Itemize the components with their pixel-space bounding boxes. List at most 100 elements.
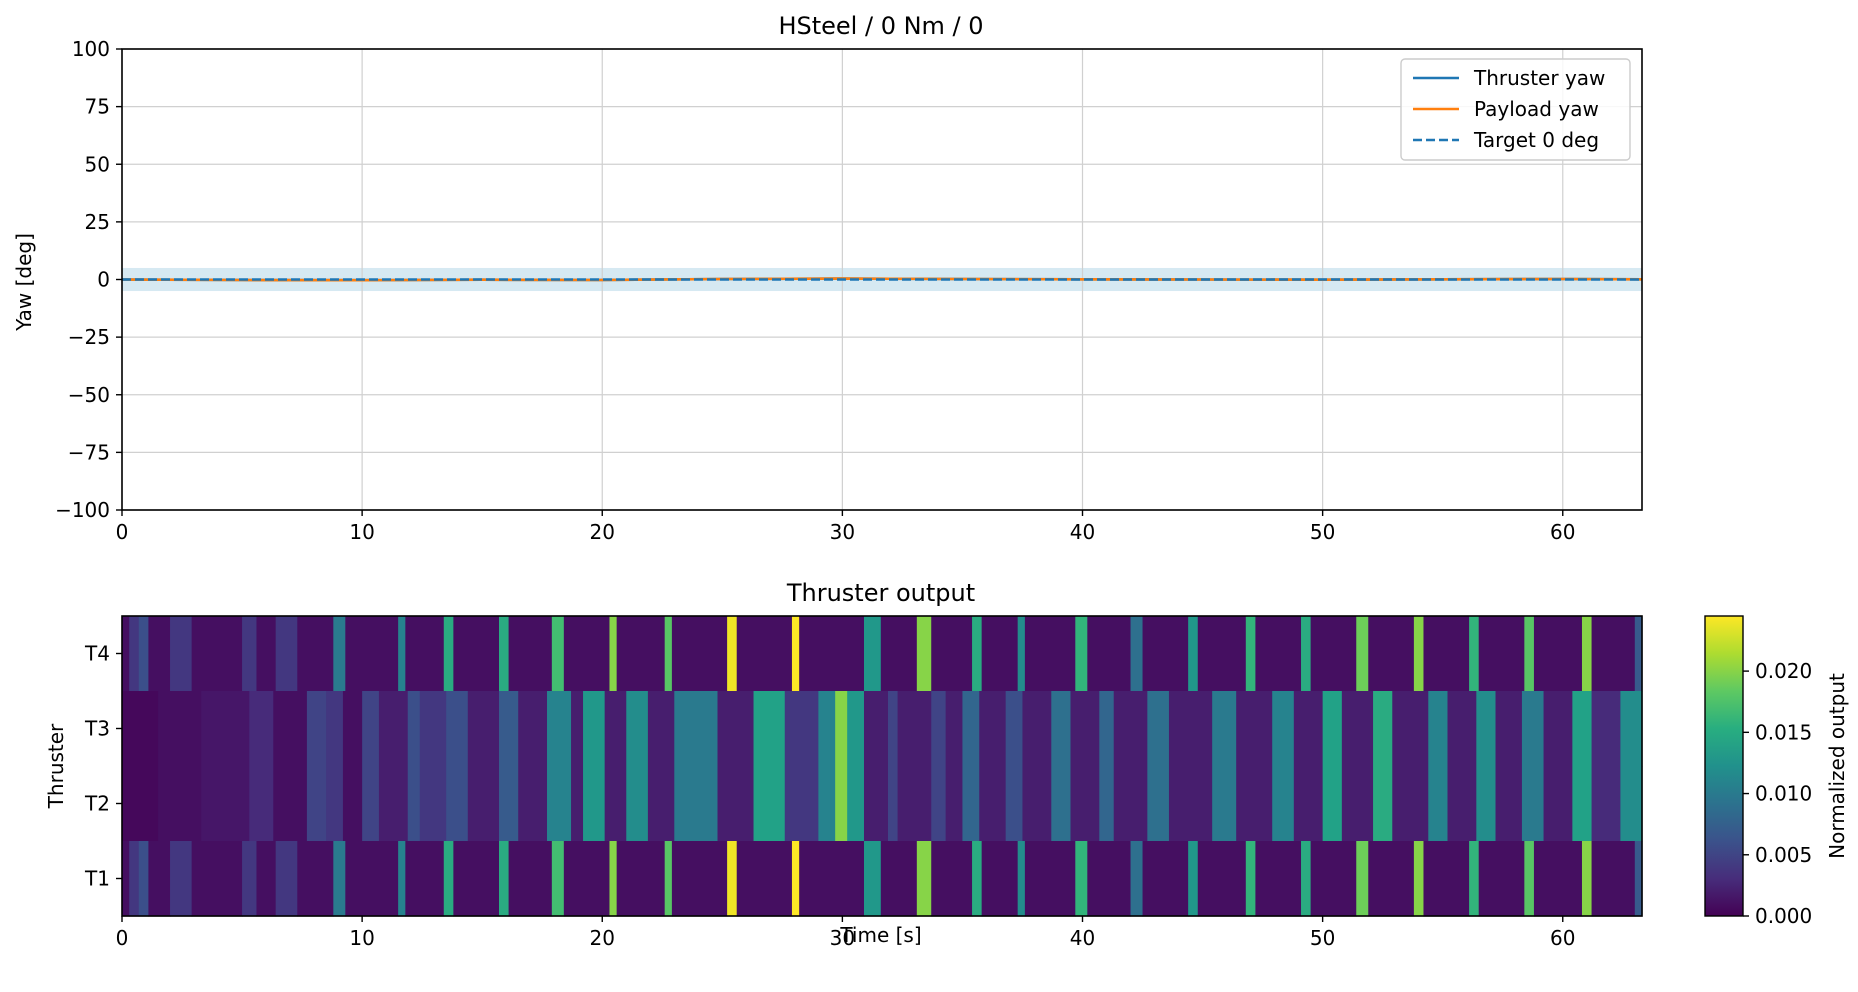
heatmap-cell-t1 — [170, 841, 193, 917]
colorbar: 0.000 0.005 0.010 0.015 0.020 Normalized out… — [1704, 615, 1849, 928]
heatmap-cell-t1 — [1356, 841, 1369, 917]
heatmap-cell-t2 — [1572, 766, 1593, 842]
heatmap-cell-t4 — [191, 616, 243, 692]
heatmap-cell-t4 — [616, 616, 666, 692]
heatmap-cell-t3 — [1572, 691, 1593, 767]
heatmap-cell-t2 — [571, 766, 584, 842]
heatmap-y-ticks: T4 T3 T2 T1 — [84, 642, 122, 891]
heatmap-cell-t2 — [446, 766, 469, 842]
heatmap-cell-t1 — [275, 841, 298, 917]
heatmap-cell-t1 — [191, 841, 243, 917]
heatmap-cell-t1 — [551, 841, 565, 917]
heatmap-cell-t3 — [835, 691, 848, 767]
heatmap-cell-t2 — [1147, 766, 1170, 842]
heatmap-cell-t3 — [306, 691, 327, 767]
heatmap-cell-t3 — [1051, 691, 1072, 767]
heatmap-cell-t2 — [1070, 766, 1100, 842]
heatmap-cell-t4 — [1087, 616, 1132, 692]
heatmap-cell-t2 — [122, 766, 159, 842]
heatmap-cell-t4 — [1245, 616, 1256, 692]
heatmap-cell-t1 — [333, 841, 346, 917]
heatmap-cell-t1 — [1423, 841, 1470, 917]
colorbar-tick-label: 0.020 — [1755, 659, 1812, 683]
heatmap-cell-t2 — [818, 766, 836, 842]
heatmap-cell-t1 — [345, 841, 399, 917]
heatmap-cell-t2 — [931, 766, 947, 842]
heatmap-cell-t1 — [405, 841, 445, 917]
heatmap-cell-t2 — [1428, 766, 1449, 842]
heatmap-cell-t1 — [1188, 841, 1199, 917]
heatmap-cell-t3 — [1476, 691, 1497, 767]
heatmap-cell-t3 — [626, 691, 649, 767]
heatmap-cell-t3 — [1022, 691, 1052, 767]
heatmap-cell-t4 — [916, 616, 932, 692]
colorbar-tick-label: 0.000 — [1755, 904, 1812, 928]
heatmap-cell-t3 — [446, 691, 469, 767]
heatmap-cell-t1 — [453, 841, 500, 917]
heatmap-cell-t2 — [273, 766, 308, 842]
y-tick-label: 0 — [97, 268, 110, 292]
heatmap-cell-t3 — [962, 691, 980, 767]
heatmap-cell-t1 — [981, 841, 1019, 917]
heatmap-cell-t1 — [1524, 841, 1535, 917]
heatmap-cell-t2 — [1051, 766, 1072, 842]
heatmap-cell-t2 — [1022, 766, 1052, 842]
heatmap-cell-t3 — [1392, 691, 1429, 767]
heatmap-cell-t2 — [962, 766, 980, 842]
heatmap-cell-t1 — [616, 841, 666, 917]
heatmap-cell-t4 — [931, 616, 973, 692]
heatmap-cell-t2 — [863, 766, 889, 842]
heatmap-cell-t2 — [407, 766, 421, 842]
heatmap-cell-t4 — [275, 616, 298, 692]
legend-label-thruster-yaw: Thruster yaw — [1473, 66, 1605, 90]
heatmap-cell-t4 — [297, 616, 334, 692]
heatmap-cell-t2 — [326, 766, 344, 842]
heatmap-cell-t2 — [1113, 766, 1148, 842]
x-tick-label: 40 — [1070, 520, 1095, 544]
heatmap-cell-t3 — [419, 691, 447, 767]
heatmap-cell-t1 — [1087, 841, 1132, 917]
heatmap-cell-t2 — [626, 766, 649, 842]
heatmap-cell-t3 — [518, 691, 548, 767]
thruster-heatmap: Thruster output Thruster Time [s] 0 10 20 3… — [44, 579, 1849, 950]
heatmap-cell-t3 — [604, 691, 627, 767]
heatmap-cell-t2 — [467, 766, 500, 842]
heatmap-cell-t4 — [1301, 616, 1312, 692]
heatmap-cell-t1 — [1591, 841, 1636, 917]
heatmap-cell-t1 — [1310, 841, 1357, 917]
heatmap-cell-t1 — [1469, 841, 1480, 917]
heatmap-cell-t4 — [1524, 616, 1535, 692]
heatmap-cell-t3 — [1447, 691, 1477, 767]
heatmap-cell-t2 — [1476, 766, 1497, 842]
heatmap-cells — [122, 616, 1643, 917]
heatmap-cell-t3 — [407, 691, 421, 767]
heatmap-cell-t1 — [1413, 841, 1425, 917]
x-tick-label: 10 — [349, 520, 374, 544]
heatmap-cell-t3 — [1495, 691, 1523, 767]
heatmap-cell-t2 — [158, 766, 202, 842]
heatmap-cell-t3 — [753, 691, 786, 767]
heatmap-cell-t2 — [1236, 766, 1273, 842]
heatmap-cell-t3 — [863, 691, 889, 767]
heatmap-cell-t3 — [201, 691, 250, 767]
heatmap-cell-t1 — [148, 841, 171, 917]
x-tick-label: 0 — [116, 520, 129, 544]
heatmap-cell-t2 — [1620, 766, 1643, 842]
heatmap-cell-t4 — [138, 616, 150, 692]
heatmap-cell-t1 — [727, 841, 738, 917]
x-tick-label: 60 — [1550, 520, 1575, 544]
heatmap-cell-t3 — [1373, 691, 1393, 767]
heatmap-cell-t3 — [674, 691, 719, 767]
heatmap-cell-t1 — [916, 841, 932, 917]
colorbar-tick-label: 0.005 — [1755, 843, 1812, 867]
heatmap-cell-t3 — [249, 691, 274, 767]
legend-label-payload-yaw: Payload yaw — [1474, 97, 1599, 121]
yaw-series-layer — [121, 277, 1643, 282]
x-tick-label: 20 — [590, 520, 615, 544]
heatmap-cell-t3 — [888, 691, 899, 767]
heatmap-cell-t2 — [753, 766, 786, 842]
heatmap-cell-t2 — [717, 766, 755, 842]
heatmap-cell-t2 — [1543, 766, 1573, 842]
heatmap-cell-t3 — [1341, 691, 1374, 767]
y-tick-label: −25 — [68, 325, 110, 349]
